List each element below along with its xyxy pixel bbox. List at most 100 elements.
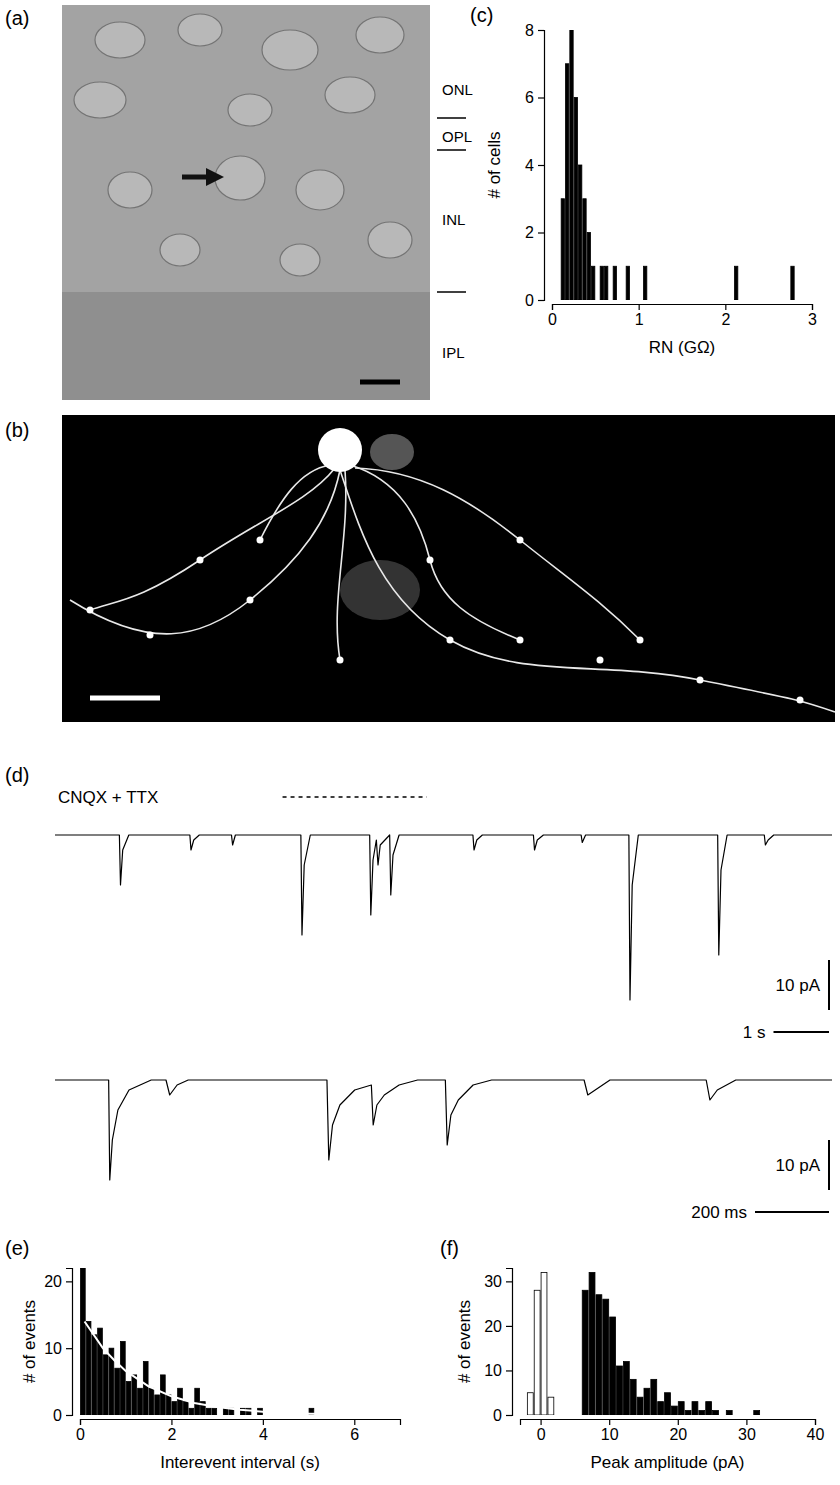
histogram-bar [709, 300, 712, 301]
cell-body [228, 94, 272, 126]
tick-mark [678, 1419, 679, 1425]
current-trace [55, 1080, 832, 1180]
scale-bar [360, 380, 400, 385]
plot-area [561, 30, 794, 300]
punctum [87, 607, 94, 614]
tick-mark [506, 1415, 512, 1416]
histogram-bar [155, 1395, 160, 1415]
tick-label: 0 [53, 1407, 62, 1424]
histogram-bar [665, 300, 668, 301]
axis-line [506, 1269, 513, 1416]
tick-mark [538, 300, 544, 301]
y-axis: 0102030 [484, 1269, 512, 1424]
scale-bar [90, 696, 160, 701]
y-scale-bar [828, 960, 830, 1010]
histogram-bar [696, 300, 699, 301]
cell-body [262, 30, 318, 70]
histogram-bar [609, 300, 612, 301]
tick-label: 40 [807, 1426, 825, 1443]
histogram-bar [713, 300, 716, 301]
tick-mark [540, 1419, 541, 1425]
layer-label: INL [442, 211, 465, 228]
tick: 6 [350, 1419, 359, 1443]
tick-mark [263, 1419, 264, 1425]
tick-mark [66, 1281, 72, 1282]
cell-body [108, 172, 152, 208]
tick-label: 20 [669, 1426, 687, 1443]
histogram-bar [635, 300, 638, 301]
histogram-bar [252, 1415, 257, 1416]
dendrite [260, 465, 330, 540]
current-trace [55, 835, 832, 1000]
histogram-bar [218, 1415, 223, 1416]
tick-label: 0 [525, 292, 534, 309]
layer-divider [437, 117, 466, 119]
expanded-span [283, 796, 427, 798]
punctum [447, 637, 454, 644]
scale-bar-label: 10 pA [776, 1156, 821, 1175]
histogram-bar [637, 1397, 643, 1415]
tick-label: 1 [635, 311, 644, 328]
tick: 4 [525, 157, 544, 174]
histogram-bar [143, 1362, 148, 1415]
histogram-bar [743, 300, 746, 301]
tick-mark [538, 232, 544, 233]
histogram-bar [795, 300, 798, 301]
tick: 2 [167, 1419, 176, 1443]
tick: 0 [53, 1407, 72, 1424]
histogram-bar [761, 300, 764, 301]
arrow-shaft [182, 175, 210, 180]
image-background [62, 415, 835, 722]
histogram-bar [685, 1411, 691, 1415]
histogram-bar [579, 165, 582, 300]
glow [370, 434, 414, 470]
histogram-bar [722, 300, 725, 301]
punctum [517, 537, 524, 544]
histogram-bar [699, 1411, 705, 1415]
x-axis: 010203040 [521, 1419, 825, 1443]
histogram-bar [596, 1295, 602, 1415]
panel-label: (a) [5, 7, 29, 29]
histogram-bar [733, 1415, 739, 1416]
histogram-bar [166, 1395, 171, 1415]
histogram-bar [103, 1355, 108, 1415]
plot-area [527, 1272, 759, 1415]
punctum [337, 657, 344, 664]
histogram-bar [592, 266, 595, 300]
histogram-bar [631, 300, 634, 301]
layer-divider [437, 291, 466, 293]
tick: 30 [484, 1273, 512, 1290]
histogram-bar [717, 300, 720, 301]
histogram-bar [235, 1415, 240, 1416]
tick-mark [538, 97, 544, 98]
histogram-bar [678, 300, 681, 301]
x-axis: 0246 [76, 1419, 400, 1443]
histogram-bar [691, 300, 694, 301]
panel-label: (f) [440, 1237, 459, 1259]
axis-line [553, 305, 813, 311]
axis-line [66, 1269, 73, 1416]
cell-body [74, 82, 126, 118]
histogram-bar [739, 300, 742, 301]
punctum [427, 557, 434, 564]
cell-body [296, 170, 344, 210]
histogram-bar [730, 300, 733, 301]
histogram-bar [735, 266, 738, 300]
scale-bar-label: 1 s [743, 1023, 766, 1042]
plot-area [81, 1268, 401, 1415]
tick: 0 [548, 304, 557, 328]
histogram-bar [658, 1402, 664, 1415]
image-ipl-region [62, 292, 430, 400]
histogram-bar [774, 300, 777, 301]
tick: 20 [484, 1318, 512, 1335]
histogram-bar [263, 1415, 268, 1416]
histogram-bar [630, 1379, 636, 1415]
histogram-bar [683, 300, 686, 301]
soma [318, 428, 362, 472]
histogram-bar [548, 1397, 554, 1415]
histogram-bar [269, 1415, 274, 1416]
tick-mark [552, 304, 553, 310]
histogram-bar [719, 1415, 725, 1416]
tick: 8 [525, 22, 544, 39]
histogram-bar [281, 1415, 286, 1416]
